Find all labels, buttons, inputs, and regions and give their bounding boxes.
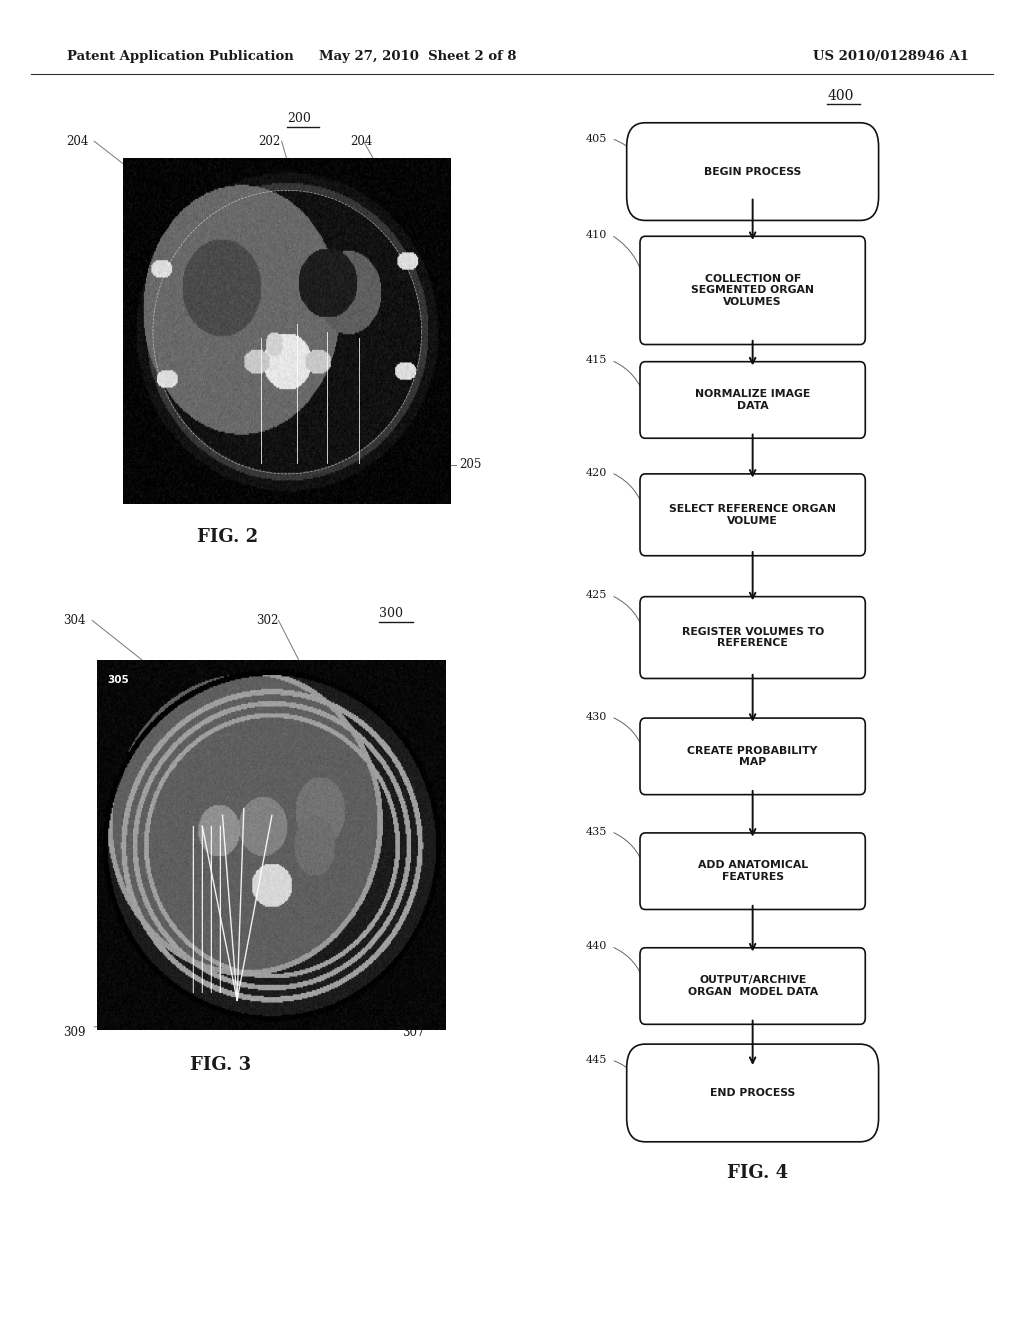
Text: BEGIN PROCESS: BEGIN PROCESS <box>705 166 801 177</box>
Text: 445: 445 <box>586 1055 607 1065</box>
Text: 430: 430 <box>586 711 607 722</box>
Text: FIG. 3: FIG. 3 <box>189 1056 251 1074</box>
Text: FIG. 4: FIG. 4 <box>727 1164 788 1183</box>
Text: Patent Application Publication: Patent Application Publication <box>67 50 293 63</box>
Text: 400: 400 <box>827 88 854 103</box>
FancyBboxPatch shape <box>640 597 865 678</box>
FancyBboxPatch shape <box>627 1044 879 1142</box>
FancyBboxPatch shape <box>640 362 865 438</box>
Text: 205: 205 <box>459 458 481 471</box>
Text: 305: 305 <box>106 675 129 685</box>
Text: 204: 204 <box>350 135 373 148</box>
Text: 300: 300 <box>379 607 402 620</box>
Text: May 27, 2010  Sheet 2 of 8: May 27, 2010 Sheet 2 of 8 <box>319 50 516 63</box>
Text: 435: 435 <box>586 826 607 837</box>
Text: NORMALIZE IMAGE
DATA: NORMALIZE IMAGE DATA <box>695 389 810 411</box>
Text: FIG. 2: FIG. 2 <box>197 528 258 546</box>
Text: 425: 425 <box>586 590 607 601</box>
Text: 440: 440 <box>586 941 607 952</box>
Text: 405: 405 <box>586 133 607 144</box>
Text: ADD ANATOMICAL
FEATURES: ADD ANATOMICAL FEATURES <box>697 861 808 882</box>
FancyBboxPatch shape <box>627 123 879 220</box>
Text: US 2010/0128946 A1: US 2010/0128946 A1 <box>813 50 969 63</box>
Text: COLLECTION OF
SEGMENTED ORGAN
VOLUMES: COLLECTION OF SEGMENTED ORGAN VOLUMES <box>691 273 814 308</box>
Text: 304: 304 <box>63 614 86 627</box>
Text: 200: 200 <box>287 112 310 125</box>
FancyBboxPatch shape <box>640 948 865 1024</box>
Text: 410: 410 <box>586 230 607 240</box>
FancyBboxPatch shape <box>640 474 865 556</box>
Text: 309: 309 <box>63 1026 86 1039</box>
Text: 302: 302 <box>256 614 279 627</box>
Text: CREATE PROBABILITY
MAP: CREATE PROBABILITY MAP <box>687 746 818 767</box>
Text: 420: 420 <box>586 467 607 478</box>
FancyBboxPatch shape <box>640 236 865 345</box>
Text: OUTPUT/ARCHIVE
ORGAN  MODEL DATA: OUTPUT/ARCHIVE ORGAN MODEL DATA <box>687 975 818 997</box>
Text: 307: 307 <box>402 1026 425 1039</box>
Text: SELECT REFERENCE ORGAN
VOLUME: SELECT REFERENCE ORGAN VOLUME <box>669 504 837 525</box>
Text: REGISTER VOLUMES TO
REFERENCE: REGISTER VOLUMES TO REFERENCE <box>682 627 823 648</box>
Text: 204: 204 <box>67 135 89 148</box>
Text: END PROCESS: END PROCESS <box>710 1088 796 1098</box>
FancyBboxPatch shape <box>640 833 865 909</box>
FancyBboxPatch shape <box>640 718 865 795</box>
Text: 202: 202 <box>258 135 281 148</box>
Text: 415: 415 <box>586 355 607 366</box>
